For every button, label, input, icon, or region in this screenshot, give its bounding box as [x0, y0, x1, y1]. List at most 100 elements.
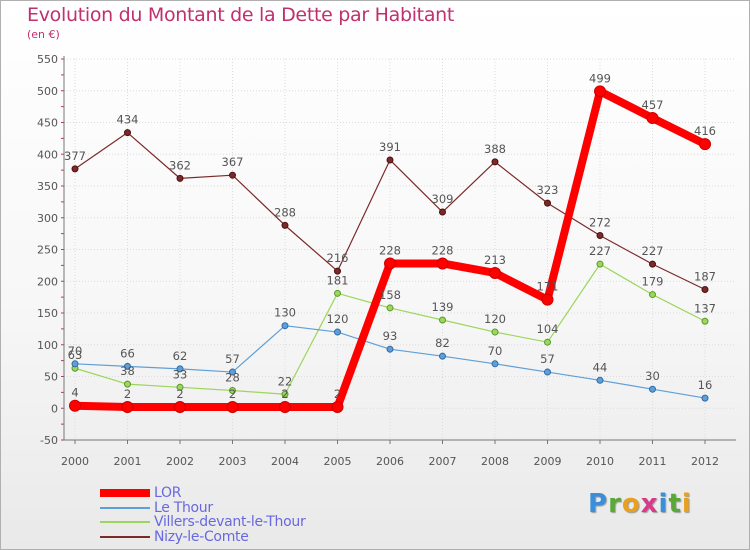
data-point — [69, 399, 81, 412]
data-point — [596, 376, 604, 384]
data-point — [649, 260, 656, 268]
data-point — [384, 257, 396, 270]
data-point — [491, 328, 499, 336]
y-tick-label: 300 — [37, 212, 58, 225]
legend-item: Le Thour — [100, 499, 400, 516]
data-point — [279, 400, 291, 413]
data-point — [544, 338, 551, 346]
data-label: 323 — [537, 183, 559, 197]
legend-swatch — [100, 506, 150, 509]
data-point — [491, 360, 499, 368]
data-label: 38 — [120, 364, 135, 378]
data-point — [386, 156, 394, 164]
data-point — [229, 171, 236, 179]
legend-item: Nizy-le-Comte — [100, 528, 400, 545]
data-point — [71, 360, 79, 368]
data-label: 416 — [694, 124, 716, 138]
x-tick-label: 2009 — [534, 455, 562, 468]
legend-label: Le Thour — [154, 499, 213, 516]
data-point — [229, 368, 236, 376]
data-label: 130 — [274, 306, 296, 320]
data-label: 93 — [383, 329, 398, 343]
data-point — [386, 304, 394, 312]
data-label: 82 — [435, 336, 450, 350]
data-label: 120 — [484, 312, 506, 326]
x-tick-label: 2008 — [481, 455, 509, 468]
data-label: 434 — [117, 113, 139, 127]
data-point — [281, 390, 289, 398]
data-point — [649, 291, 656, 299]
data-point — [701, 317, 709, 325]
data-label: 70 — [68, 344, 83, 358]
data-label: 227 — [642, 244, 664, 258]
legend-swatch — [100, 535, 150, 538]
data-point — [439, 352, 446, 360]
data-label: 120 — [327, 312, 349, 326]
data-label: 57 — [540, 352, 555, 366]
y-tick-label: 100 — [37, 339, 58, 352]
legend-swatch — [100, 521, 150, 523]
y-tick-label: 550 — [37, 53, 58, 66]
data-label: 16 — [698, 378, 713, 392]
data-label: 22 — [278, 374, 293, 388]
data-point — [646, 112, 659, 125]
data-label: 388 — [484, 142, 506, 156]
y-tick-label: 150 — [37, 307, 58, 320]
data-label: 367 — [222, 155, 244, 169]
data-label: 158 — [379, 288, 401, 302]
data-point — [176, 174, 184, 182]
logo-letter: P — [588, 489, 609, 519]
data-point — [124, 129, 131, 137]
data-point — [174, 400, 186, 413]
logo-letter: i — [658, 489, 669, 519]
data-point — [334, 328, 341, 336]
data-label: 171 — [537, 280, 559, 294]
x-tick-label: 2004 — [271, 455, 299, 468]
data-label: 4 — [71, 386, 78, 400]
y-tick-label: 350 — [37, 180, 58, 193]
x-tick-label: 2010 — [586, 455, 614, 468]
proxiti-logo: Proxiti — [588, 489, 692, 519]
data-label: 30 — [645, 369, 660, 383]
data-label: 288 — [274, 205, 296, 219]
data-point — [334, 267, 341, 275]
data-point — [701, 286, 709, 294]
data-point — [124, 362, 131, 370]
data-label: 104 — [537, 322, 559, 336]
data-label: 228 — [379, 243, 401, 257]
data-label: 2 — [334, 387, 341, 401]
data-point — [334, 289, 341, 297]
data-point — [176, 383, 184, 391]
x-tick-label: 2007 — [429, 455, 457, 468]
data-label: 179 — [642, 275, 664, 289]
x-tick-label: 2011 — [639, 455, 667, 468]
logo-letter: o — [621, 489, 641, 519]
data-point — [699, 138, 711, 151]
legend-label: Nizy-le-Comte — [154, 528, 249, 545]
data-label: 66 — [120, 346, 135, 360]
data-label: 391 — [379, 140, 401, 154]
legend-item: LOR — [100, 485, 400, 501]
y-tick-label: 50 — [44, 371, 58, 384]
chart-title: Evolution du Montant de la Dette par Hab… — [27, 4, 455, 26]
data-point — [541, 293, 554, 306]
data-label: 187 — [694, 270, 716, 284]
data-point — [491, 158, 499, 166]
data-point — [596, 232, 604, 240]
data-point — [281, 221, 289, 229]
y-tick-label: 400 — [37, 148, 58, 161]
legend-item: Villers-devant-le-Thour — [100, 514, 400, 530]
data-label: 309 — [432, 192, 454, 206]
y-tick-label: 450 — [37, 117, 58, 130]
data-point — [281, 322, 289, 330]
legend: LOR Le Thour Villers-devant-le-Thour Nizy-l… — [100, 485, 400, 545]
legend-label: LOR — [154, 485, 182, 501]
data-label: 2 — [229, 387, 236, 401]
data-label: 137 — [694, 301, 716, 315]
data-label: 33 — [173, 367, 188, 381]
data-label: 28 — [225, 370, 240, 384]
x-tick-label: 2002 — [166, 455, 194, 468]
y-tick-label: 200 — [37, 275, 58, 288]
data-point — [596, 260, 604, 268]
x-tick-label: 2003 — [219, 455, 247, 468]
